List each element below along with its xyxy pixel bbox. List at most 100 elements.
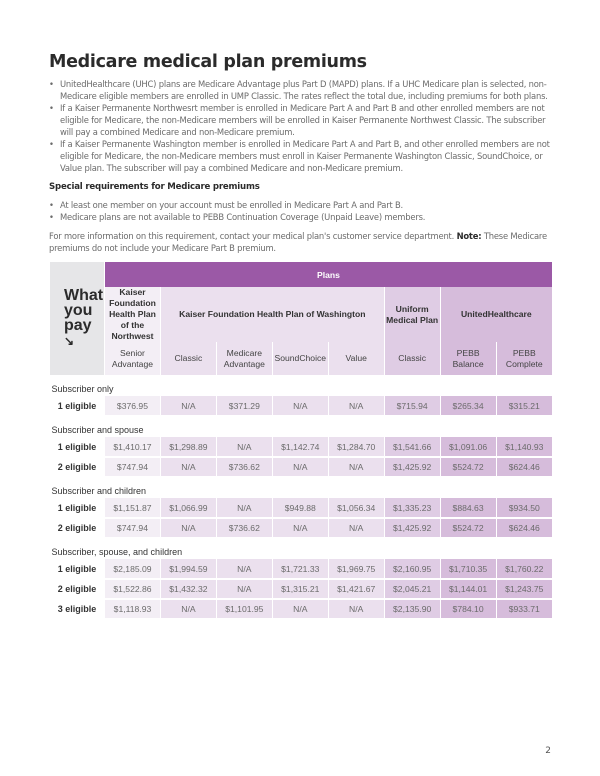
page-number: 2 <box>545 746 551 756</box>
premium-table: What you pay ↘ Plans Kaiser Foundation Hea… <box>49 262 552 620</box>
premium-cell: $1,522.86 <box>104 579 161 600</box>
premium-cell: $1,541.66 <box>383 437 441 458</box>
premium-cell: $1,091.06 <box>439 437 497 458</box>
plans-header: Plans <box>104 262 552 287</box>
bullet: If a Kaiser Permanente Washington member… <box>49 138 554 174</box>
premium-cell: $1,243.75 <box>495 579 552 600</box>
premium-cell: $624.46 <box>495 457 552 478</box>
table-row: 2 eligible $1,522.86 $1,432.32 N/A $1,315.21… <box>49 579 552 600</box>
row-label: 1 eligible <box>49 559 105 580</box>
premium-cell: $2,185.09 <box>104 559 161 580</box>
row-label: 1 eligible <box>49 437 105 458</box>
premium-cell: N/A <box>327 396 385 417</box>
premium-cell: N/A <box>271 457 329 478</box>
plan-header: Senior Advantage <box>104 342 161 375</box>
premium-cell: $1,710.35 <box>439 559 497 580</box>
bullet-list: UnitedHealthcare (UHC) plans are Medicar… <box>49 78 554 174</box>
premium-cell: $1,142.74 <box>271 437 329 458</box>
group-label: Subscriber and spouse <box>49 416 552 437</box>
premium-cell: $1,140.93 <box>495 437 552 458</box>
note-paragraph: For more information on this requirement… <box>49 230 554 254</box>
premium-cell: $1,101.95 <box>215 599 273 620</box>
premium-cell: N/A <box>271 396 329 417</box>
intro-text: UnitedHealthcare (UHC) plans are Medicar… <box>49 78 554 254</box>
premium-cell: $736.62 <box>215 457 273 478</box>
what-you-pay-label: What you pay ↘ <box>49 262 105 375</box>
premium-cell: $933.71 <box>495 599 552 620</box>
table-row: 2 eligible $747.94 N/A $736.62 N/A N/A $1,425.… <box>49 518 552 539</box>
premium-cell: $1,335.23 <box>383 498 441 519</box>
premium-cell: $1,144.01 <box>439 579 497 600</box>
plan-header: Classic <box>159 342 217 375</box>
carrier-ump: Uniform Medical Plan <box>383 287 441 342</box>
premium-cell: $1,994.59 <box>159 559 217 580</box>
carrier-kaiser-wa: Kaiser Foundation Health Plan of Washing… <box>159 287 385 342</box>
note-text: For more information on this requirement… <box>49 231 457 241</box>
bullet: If a Kaiser Permanente Northwesrt member… <box>49 102 554 138</box>
premium-cell: N/A <box>271 518 329 539</box>
page-title: Medicare medical plan premiums <box>49 52 367 72</box>
premium-cell: $1,425.92 <box>383 457 441 478</box>
premium-cell: $2,160.95 <box>383 559 441 580</box>
premium-cell: $2,045.21 <box>383 579 441 600</box>
premium-cell: $624.46 <box>495 518 552 539</box>
premium-cell: N/A <box>215 579 273 600</box>
note-rest: These Medicare premiums do not include y… <box>49 231 547 253</box>
table-row: 1 eligible $1,151.87 $1,066.99 N/A $949.88 $1… <box>49 498 552 519</box>
bullet: At least one member on your account must… <box>49 199 554 211</box>
premium-cell: $747.94 <box>104 518 161 539</box>
row-label: 2 eligible <box>49 579 105 600</box>
what-you-pay-text: What you pay ↘ <box>64 287 104 349</box>
premium-cell: $524.72 <box>439 518 497 539</box>
premium-cell: $1,760.22 <box>495 559 552 580</box>
table-row: 3 eligible $1,118.93 N/A $1,101.95 N/A N/A $2,… <box>49 599 552 620</box>
premium-cell: $747.94 <box>104 457 161 478</box>
plan-header: Value <box>327 342 385 375</box>
premium-cell: $1,410.17 <box>104 437 161 458</box>
premium-cell: N/A <box>215 559 273 580</box>
premium-cell: $524.72 <box>439 457 497 478</box>
premium-cell: $315.21 <box>495 396 552 417</box>
premium-cell: N/A <box>159 396 217 417</box>
carrier-kaiser-nw: Kaiser Foundation Health Plan of the Nor… <box>104 287 161 342</box>
premium-cell: $1,298.89 <box>159 437 217 458</box>
table-row: 2 eligible $747.94 N/A $736.62 N/A N/A $1,425.… <box>49 457 552 478</box>
plan-header: PEBB Balance <box>439 342 497 375</box>
premium-cell: N/A <box>215 498 273 519</box>
premium-cell: $736.62 <box>215 518 273 539</box>
premium-cell: $1,151.87 <box>104 498 161 519</box>
group-label: Subscriber, spouse, and children <box>49 538 552 559</box>
group-label: Subscriber and children <box>49 477 552 498</box>
plan-header: PEBB Complete <box>495 342 552 375</box>
premium-cell: N/A <box>159 599 217 620</box>
premium-cell: $1,721.33 <box>271 559 329 580</box>
row-label: 1 eligible <box>49 498 105 519</box>
note-label: Note: <box>456 231 482 241</box>
premium-cell: $376.95 <box>104 396 161 417</box>
premium-cell: $265.34 <box>439 396 497 417</box>
premium-cell: $2,135.90 <box>383 599 441 620</box>
bullet: Medicare plans are not available to PEBB… <box>49 211 554 223</box>
plan-header: Medicare Advantage <box>215 342 273 375</box>
premium-cell: N/A <box>327 518 385 539</box>
group-label: Subscriber only <box>49 375 552 396</box>
bullet: UnitedHealthcare (UHC) plans are Medicar… <box>49 78 554 102</box>
table-row: 1 eligible $1,410.17 $1,298.89 N/A $1,142.74… <box>49 437 552 458</box>
premium-cell: $1,315.21 <box>271 579 329 600</box>
premium-cell: $1,969.75 <box>327 559 385 580</box>
premium-cell: $784.10 <box>439 599 497 620</box>
premium-cell: $371.29 <box>215 396 273 417</box>
premium-cell: N/A <box>327 599 385 620</box>
special-list: At least one member on your account must… <box>49 199 554 223</box>
premium-cell: $934.50 <box>495 498 552 519</box>
premium-cell: $1,056.34 <box>327 498 385 519</box>
premium-cell: N/A <box>159 518 217 539</box>
plan-header: SoundChoice <box>271 342 329 375</box>
carrier-uhc: UnitedHealthcare <box>439 287 552 342</box>
premium-cell: $1,284.70 <box>327 437 385 458</box>
premium-cell: $1,421.67 <box>327 579 385 600</box>
premium-cell: N/A <box>215 437 273 458</box>
row-label: 2 eligible <box>49 457 105 478</box>
plan-header: Classic <box>383 342 441 375</box>
row-label: 2 eligible <box>49 518 105 539</box>
